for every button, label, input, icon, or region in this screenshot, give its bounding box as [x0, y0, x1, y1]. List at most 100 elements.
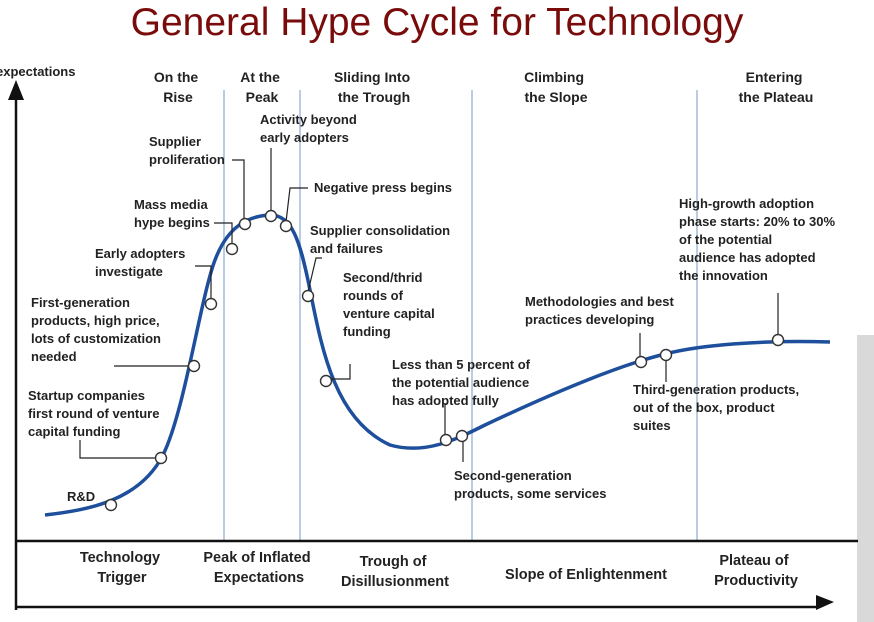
- phase-heading-line: Sliding Into: [334, 69, 410, 85]
- annotation-line: products, some services: [454, 486, 606, 501]
- annotation-line: rounds of: [343, 288, 404, 303]
- annotation-second-gen: Second-generation products, some service…: [454, 468, 606, 501]
- annotation-line: practices developing: [525, 312, 654, 327]
- annotation-line: first round of venture: [28, 406, 159, 421]
- annotation-line: the potential audience: [392, 375, 529, 390]
- stage-name-line: Trigger: [97, 570, 147, 586]
- annotation-line: investigate: [95, 264, 163, 279]
- annotation-mass-media: Mass media hype begins: [134, 197, 211, 230]
- annotation-line: and failures: [310, 241, 383, 256]
- leader-mass-media: [214, 222, 233, 245]
- marker-high-growth: [771, 333, 785, 347]
- annotation-line: has adopted fully: [392, 393, 500, 408]
- phase-heading: Climbing the Slope: [524, 69, 588, 105]
- annotation-first-gen: First-generation products, high price, l…: [31, 295, 165, 364]
- leader-consolidation: [307, 257, 322, 293]
- annotation-activity: Activity beyond early adopters: [260, 112, 360, 145]
- marker-methodologies: [634, 355, 648, 369]
- annotation-less-than-5: Less than 5 percent of the potential aud…: [392, 357, 534, 408]
- annotation-line: proliferation: [149, 152, 225, 167]
- annotation-second-rounds: Second/thrid rounds of venture capital f…: [343, 270, 438, 339]
- leader-early-adopters: [195, 265, 212, 300]
- marker-rd: [104, 498, 118, 512]
- phase-heading-line: At the: [240, 69, 280, 85]
- phase-heading-line: On the: [154, 69, 199, 85]
- marker-activity: [264, 209, 278, 223]
- annotation-line: Supplier: [149, 134, 201, 149]
- leader-startup: [79, 440, 158, 459]
- stage-name-line: Slope of Enlightenment: [505, 567, 667, 583]
- annotation-line: venture capital: [343, 306, 435, 321]
- leader-supplier-prolif: [232, 159, 245, 222]
- annotation-line: Second-generation: [454, 468, 572, 483]
- stage-name: Trough of Disillusionment: [341, 554, 449, 590]
- stage-name-line: Productivity: [714, 573, 798, 589]
- stage-name: Plateau of Productivity: [714, 553, 798, 589]
- stage-name-line: Trough of: [360, 554, 427, 570]
- phase-heading: Sliding Into the Trough: [334, 69, 414, 105]
- annotation-line: Second/thrid: [343, 270, 423, 285]
- annotation-line: First-generation: [31, 295, 130, 310]
- phase-dividers: [223, 90, 698, 540]
- phase-heading: At the Peak: [240, 69, 284, 105]
- y-axis-label: expectations: [0, 64, 75, 79]
- marker-third-gen: [659, 348, 673, 362]
- leader-negative-press: [285, 187, 308, 223]
- annotation-line: of the potential: [679, 232, 772, 247]
- annotation-supplier-prolif: Supplier proliferation: [149, 134, 225, 167]
- annotation-consolidation: Supplier consolidation and failures: [310, 223, 454, 256]
- phase-heading-line: Entering: [746, 69, 803, 85]
- phase-heading-line: Climbing: [524, 69, 584, 85]
- annotation-line: products, high price,: [31, 313, 160, 328]
- marker-second-rounds: [319, 374, 333, 388]
- annotation-line: Activity beyond: [260, 112, 357, 127]
- annotation-line: Methodologies and best: [525, 294, 674, 309]
- annotation-line: Negative press begins: [314, 180, 452, 195]
- annotation-line: needed: [31, 349, 77, 364]
- annotation-negative-press: Negative press begins: [314, 180, 452, 195]
- marker-second-gen: [455, 429, 469, 443]
- x-axis-arrow: [816, 595, 834, 610]
- stage-name-line: Technology: [80, 550, 160, 566]
- phase-heading: On the Rise: [154, 69, 202, 105]
- annotation-line: phase starts: 20% to 30%: [679, 214, 836, 229]
- annotation-early-adopters: Early adopters investigate: [95, 246, 189, 279]
- annotation-line: Less than 5 percent of: [392, 357, 531, 372]
- annotation-line: Mass media: [134, 197, 208, 212]
- diagram-title: General Hype Cycle for Technology: [130, 1, 744, 44]
- annotations: R&D Startup companies first round of ven…: [28, 112, 839, 504]
- stage-name: Peak of Inflated Expectations: [203, 550, 314, 586]
- stage-name-line: Expectations: [214, 570, 304, 586]
- stage-name-line: Peak of Inflated: [203, 550, 310, 566]
- annotation-startup: Startup companies first round of venture…: [28, 388, 163, 439]
- curve-markers: [104, 209, 785, 512]
- marker-early-adopters: [204, 297, 218, 311]
- marker-negative-press: [279, 219, 293, 233]
- annotation-high-growth: High-growth adoption phase starts: 20% t…: [679, 196, 839, 283]
- marker-consolidation: [301, 289, 315, 303]
- annotation-third-gen: Third-generation products, out of the bo…: [633, 382, 803, 433]
- stage-name-line: Disillusionment: [341, 574, 449, 590]
- phase-heading: Entering the Plateau: [739, 69, 814, 105]
- annotation-line: lots of customization: [31, 331, 161, 346]
- marker-mass-media: [225, 242, 239, 256]
- annotation-line: funding: [343, 324, 391, 339]
- annotation-line: out of the box, product: [633, 400, 775, 415]
- annotation-line: capital funding: [28, 424, 121, 439]
- phase-heading-line: the Trough: [338, 89, 410, 105]
- annotation-line: High-growth adoption: [679, 196, 814, 211]
- phase-heading-line: the Slope: [524, 89, 587, 105]
- leader-second-rounds: [328, 364, 351, 380]
- annotation-line: hype begins: [134, 215, 210, 230]
- leader-lines: [79, 148, 779, 462]
- annotation-line: the innovation: [679, 268, 768, 283]
- phase-heading-line: Rise: [163, 89, 193, 105]
- phase-heading-line: Peak: [246, 89, 279, 105]
- hype-cycle-diagram: expectations: [0, 64, 874, 622]
- hype-curve: [44, 213, 831, 517]
- marker-less-than-5: [439, 433, 453, 447]
- stage-name-line: Plateau of: [719, 553, 788, 569]
- stage-name: Slope of Enlightenment: [505, 567, 667, 583]
- annotation-methodologies: Methodologies and best practices develop…: [525, 294, 677, 327]
- annotation-rd: R&D: [67, 489, 95, 504]
